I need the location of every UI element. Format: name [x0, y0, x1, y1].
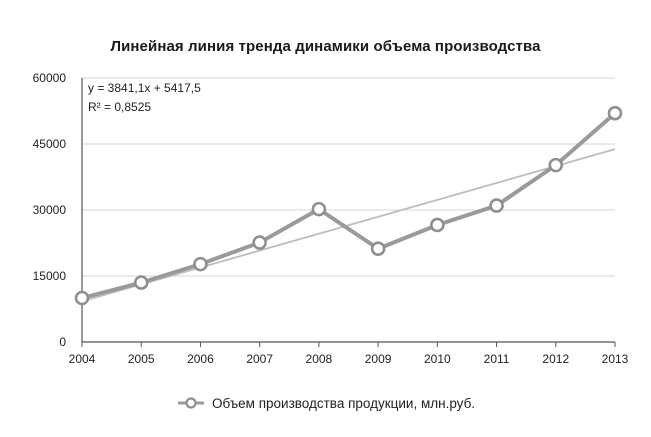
trendline-r-squared: R² = 0,8525: [88, 100, 151, 114]
series-line: [81, 111, 617, 300]
x-tick-label: 2005: [128, 352, 155, 366]
data-point: [489, 198, 504, 213]
data-point: [133, 275, 149, 290]
data-point: [430, 217, 445, 233]
chart-legend: Объем производства продукции, млн.руб.: [0, 396, 651, 413]
y-tick-label: 15000: [33, 269, 67, 283]
x-tick-label: 2011: [484, 352, 510, 366]
data-point: [311, 201, 327, 217]
x-tick-label: 2009: [365, 352, 392, 366]
data-point: [193, 256, 208, 272]
y-tick-label: 30000: [33, 203, 67, 217]
data-point: [74, 290, 90, 306]
chart-title: Линейная линия тренда динамики объема пр…: [110, 38, 541, 55]
x-tick-label: 2010: [424, 352, 451, 366]
legend-marker: [176, 396, 206, 413]
y-tick-label: 60000: [33, 71, 67, 85]
data-point: [607, 105, 623, 121]
data-point: [548, 157, 564, 173]
legend-label: Объем производства продукции, млн.руб.: [211, 396, 476, 412]
x-tick-label: 2008: [306, 352, 333, 366]
x-tick-label: 2004: [69, 352, 96, 366]
x-tick-label: 2006: [187, 352, 214, 366]
x-tick-label: 2013: [602, 352, 629, 366]
data-point: [370, 241, 386, 257]
trendline: [81, 148, 616, 303]
data-point: [252, 235, 267, 250]
y-tick-label: 45000: [33, 137, 67, 151]
trendline-equation: y = 3841,1x + 5417,5: [88, 81, 201, 95]
x-tick-label: 2012: [542, 352, 569, 366]
y-tick-label: 0: [59, 335, 66, 349]
x-tick-label: 2007: [246, 352, 273, 366]
